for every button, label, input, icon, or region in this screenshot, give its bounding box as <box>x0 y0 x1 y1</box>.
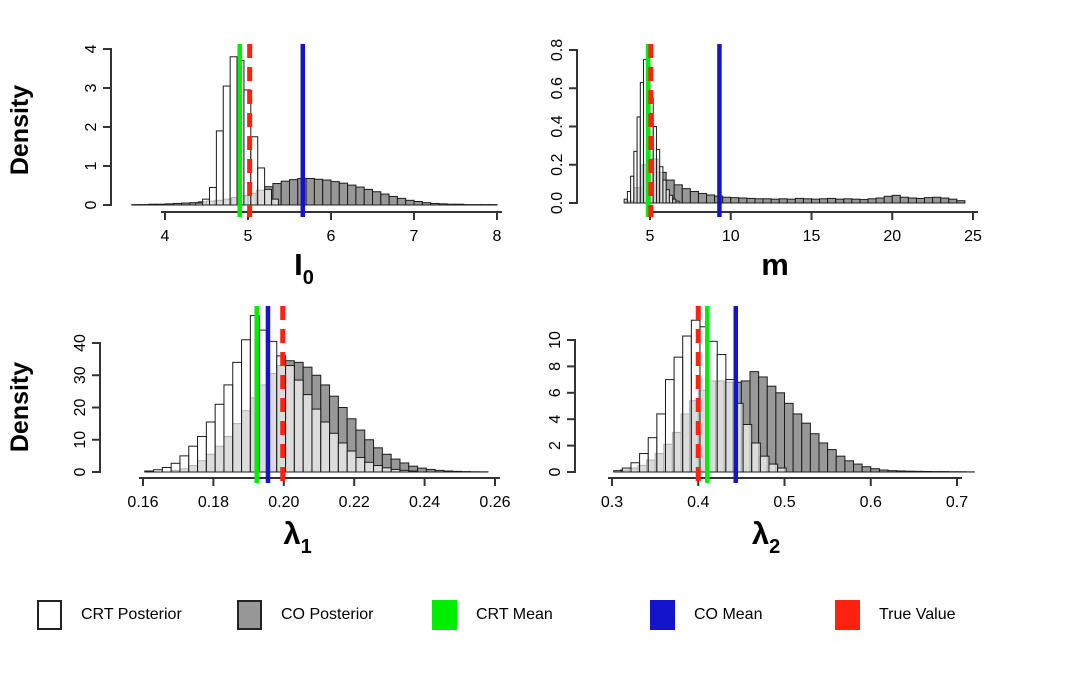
y-tick-labels: 0.0 0.2 0.4 0.6 0.8 <box>549 39 566 214</box>
svg-text:0.26: 0.26 <box>479 494 510 511</box>
axes <box>567 339 962 486</box>
svg-text:0: 0 <box>547 467 564 476</box>
crt-mean-swatch <box>432 600 457 630</box>
legend-label: CRT Mean <box>476 606 553 623</box>
panel-i0-histogram: 4 5 6 7 8 0 1 2 3 4 I0 Density <box>0 0 540 290</box>
svg-text:4: 4 <box>547 415 564 424</box>
histogram-plot-lambda1: 0.16 0.18 0.20 0.22 0.24 0.26 0 10 20 30 40 λ1 Densi… <box>6 306 511 558</box>
axes <box>92 342 500 486</box>
x-tick-labels: 0.16 0.18 0.20 0.22 0.24 0.26 <box>127 494 510 511</box>
x-axis-label: I0 <box>294 247 314 289</box>
svg-text:4: 4 <box>161 228 170 245</box>
svg-text:2: 2 <box>83 122 100 131</box>
y-axis-label: Density <box>6 85 34 175</box>
svg-text:0.24: 0.24 <box>409 494 440 511</box>
svg-text:25: 25 <box>964 228 982 245</box>
x-axis-label: λ1 <box>283 516 311 558</box>
svg-text:1: 1 <box>83 161 100 170</box>
svg-text:20: 20 <box>72 399 89 417</box>
co-posterior-bars <box>625 158 966 204</box>
svg-text:15: 15 <box>803 228 821 245</box>
crt-posterior-bars <box>144 315 419 473</box>
svg-text:0.22: 0.22 <box>339 494 370 511</box>
legend-label: True Value <box>879 606 956 623</box>
legend-item-true-value: True Value <box>835 600 955 630</box>
svg-text:4: 4 <box>83 44 100 53</box>
svg-text:10: 10 <box>547 331 564 349</box>
svg-text:0: 0 <box>83 200 100 209</box>
svg-text:7: 7 <box>410 228 419 245</box>
svg-text:8: 8 <box>547 362 564 371</box>
svg-text:0.6: 0.6 <box>549 77 566 99</box>
svg-text:2: 2 <box>547 441 564 450</box>
legend-item-crt-mean: CRT Mean <box>432 600 553 630</box>
svg-text:0.8: 0.8 <box>549 39 566 61</box>
svg-text:40: 40 <box>72 334 89 352</box>
svg-text:0.7: 0.7 <box>946 494 968 511</box>
svg-text:6: 6 <box>547 388 564 397</box>
svg-text:0.16: 0.16 <box>127 494 158 511</box>
legend-label: CRT Posterior <box>81 606 182 623</box>
svg-text:5: 5 <box>244 228 253 245</box>
panel-lambda2-histogram: 0.3 0.4 0.5 0.6 0.7 0 2 4 6 8 10 λ2 <box>540 290 1080 580</box>
svg-text:30: 30 <box>72 366 89 384</box>
axes <box>103 48 502 220</box>
crt-posterior-swatch <box>37 600 62 630</box>
svg-text:0.0: 0.0 <box>549 192 566 214</box>
y-tick-labels: 0 10 20 30 40 <box>72 334 89 476</box>
y-tick-labels: 0 2 4 6 8 10 <box>547 331 564 476</box>
svg-text:20: 20 <box>883 228 901 245</box>
svg-text:0.4: 0.4 <box>687 494 709 511</box>
svg-text:0.20: 0.20 <box>268 494 299 511</box>
svg-text:0: 0 <box>72 467 89 476</box>
svg-text:8: 8 <box>493 228 502 245</box>
true-value-swatch <box>835 600 860 630</box>
co-mean-swatch <box>650 600 675 630</box>
x-tick-labels: 5 10 15 20 25 <box>646 228 982 245</box>
svg-text:10: 10 <box>72 431 89 449</box>
svg-text:6: 6 <box>327 228 336 245</box>
x-tick-labels: 0.3 0.4 0.5 0.6 0.7 <box>601 494 968 511</box>
svg-text:10: 10 <box>722 228 740 245</box>
panel-lambda1-histogram: 0.16 0.18 0.20 0.22 0.24 0.26 0 10 20 30 40 λ1 Densi… <box>0 290 540 580</box>
svg-text:5: 5 <box>646 228 655 245</box>
legend-label: CO Mean <box>694 606 763 623</box>
x-tick-labels: 4 5 6 7 8 <box>161 228 502 245</box>
y-axis-label: Density <box>6 362 34 452</box>
crt-posterior-bars <box>195 56 279 206</box>
y-tick-labels: 0 1 2 3 4 <box>83 44 100 209</box>
histogram-plot-m: 5 10 15 20 25 0.0 0.2 0.4 0.6 0.8 m <box>549 39 982 282</box>
legend-item-co-posterior: CO Posterior <box>237 600 373 630</box>
x-axis-label: λ2 <box>752 516 780 558</box>
svg-text:0.18: 0.18 <box>198 494 229 511</box>
svg-text:0.2: 0.2 <box>549 154 566 176</box>
svg-text:0.3: 0.3 <box>601 494 623 511</box>
svg-text:0.5: 0.5 <box>773 494 795 511</box>
axes <box>569 49 978 220</box>
co-posterior-swatch <box>237 600 262 630</box>
svg-text:0.6: 0.6 <box>860 494 882 511</box>
panel-m-histogram: 5 10 15 20 25 0.0 0.2 0.4 0.6 0.8 m <box>540 0 1080 290</box>
histogram-plot-i0: 4 5 6 7 8 0 1 2 3 4 I0 Density <box>6 44 502 289</box>
histogram-plot-lambda2: 0.3 0.4 0.5 0.6 0.7 0 2 4 6 8 10 λ2 <box>547 306 975 558</box>
svg-text:0.4: 0.4 <box>549 115 566 137</box>
x-axis-label: m <box>761 247 789 282</box>
co-posterior-bars <box>131 177 498 206</box>
legend-item-crt-posterior: CRT Posterior <box>37 600 182 630</box>
legend-label: CO Posterior <box>281 606 374 623</box>
legend-item-co-mean: CO Mean <box>650 600 762 630</box>
svg-text:3: 3 <box>83 83 100 92</box>
